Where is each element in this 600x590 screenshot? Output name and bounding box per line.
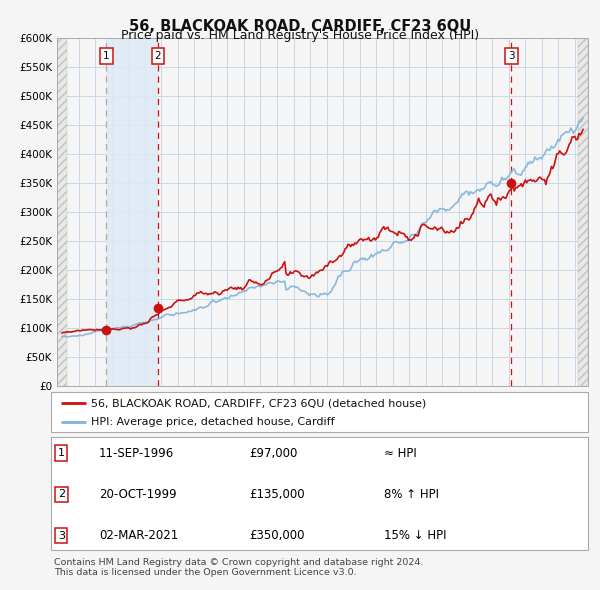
- Bar: [106, 38, 158, 386]
- Text: 3: 3: [508, 51, 515, 61]
- Text: 1: 1: [58, 448, 65, 458]
- FancyBboxPatch shape: [51, 392, 588, 432]
- Text: £97,000: £97,000: [249, 447, 298, 460]
- Text: 8% ↑ HPI: 8% ↑ HPI: [384, 488, 439, 501]
- Text: 11-SEP-1996: 11-SEP-1996: [99, 447, 174, 460]
- Text: 2: 2: [155, 51, 161, 61]
- Text: 56, BLACKOAK ROAD, CARDIFF, CF23 6QU (detached house): 56, BLACKOAK ROAD, CARDIFF, CF23 6QU (de…: [91, 398, 427, 408]
- Text: Contains HM Land Registry data © Crown copyright and database right 2024.: Contains HM Land Registry data © Crown c…: [54, 558, 424, 566]
- Text: £135,000: £135,000: [249, 488, 305, 501]
- Text: 56, BLACKOAK ROAD, CARDIFF, CF23 6QU: 56, BLACKOAK ROAD, CARDIFF, CF23 6QU: [129, 19, 471, 34]
- Text: 02-MAR-2021: 02-MAR-2021: [99, 529, 178, 542]
- Text: 20-OCT-1999: 20-OCT-1999: [99, 488, 176, 501]
- Text: 1: 1: [103, 51, 110, 61]
- Text: 2: 2: [58, 490, 65, 499]
- Text: 15% ↓ HPI: 15% ↓ HPI: [384, 529, 446, 542]
- Text: Price paid vs. HM Land Registry's House Price Index (HPI): Price paid vs. HM Land Registry's House …: [121, 30, 479, 42]
- Text: ≈ HPI: ≈ HPI: [384, 447, 417, 460]
- Text: HPI: Average price, detached house, Cardiff: HPI: Average price, detached house, Card…: [91, 418, 335, 427]
- Text: This data is licensed under the Open Government Licence v3.0.: This data is licensed under the Open Gov…: [54, 568, 356, 577]
- Text: £350,000: £350,000: [249, 529, 305, 542]
- Text: 3: 3: [58, 531, 65, 540]
